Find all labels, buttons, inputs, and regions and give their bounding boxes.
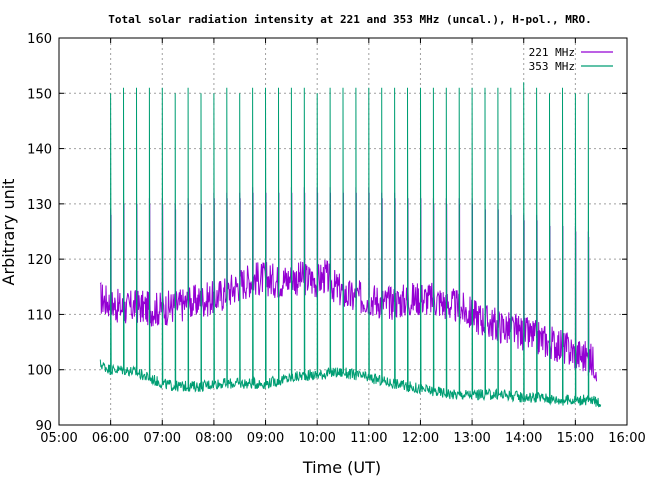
x-tick-label: 14:00: [505, 431, 542, 446]
chart-title: Total solar radiation intensity at 221 a…: [108, 13, 591, 26]
x-tick-label: 08:00: [195, 431, 232, 446]
plot-frame: [58, 37, 628, 426]
x-tick-label: 12:00: [402, 431, 439, 446]
x-tick-label: 10:00: [298, 431, 335, 446]
x-tick-label: 16:00: [608, 431, 645, 446]
y-tick-label: 110: [27, 308, 52, 323]
y-tick-label: 100: [27, 364, 52, 379]
y-tick-label: 140: [27, 143, 52, 158]
x-tick-label: 11:00: [350, 431, 387, 446]
y-tick-label: 160: [27, 32, 52, 47]
series-line-1: [99, 82, 602, 408]
y-axis-label: Arbitrary unit: [0, 179, 18, 286]
y-axis-ticks: 90 100 110 120 130 140 150 160: [27, 32, 627, 434]
x-axis-ticks: 05:00 06:00 07:00 08:00 09:00 10:00 11:00 12:00…: [40, 38, 646, 446]
x-tick-label: 09:00: [247, 431, 284, 446]
series-line-0: [99, 187, 597, 382]
series-lines: [99, 82, 602, 408]
x-tick-label: 06:00: [92, 431, 129, 446]
legend-label: 221 MHz: [529, 46, 575, 59]
x-tick-label: 13:00: [453, 431, 490, 446]
x-axis-label: Time (UT): [302, 458, 381, 477]
x-tick-label: 15:00: [557, 431, 594, 446]
y-tick-label: 120: [27, 253, 52, 268]
x-tick-label: 05:00: [40, 431, 77, 446]
legend-label: 353 MHz: [529, 60, 575, 73]
y-tick-label: 90: [35, 419, 52, 434]
x-tick-label: 07:00: [144, 431, 181, 446]
y-tick-label: 130: [27, 198, 52, 213]
y-tick-label: 150: [27, 87, 52, 102]
